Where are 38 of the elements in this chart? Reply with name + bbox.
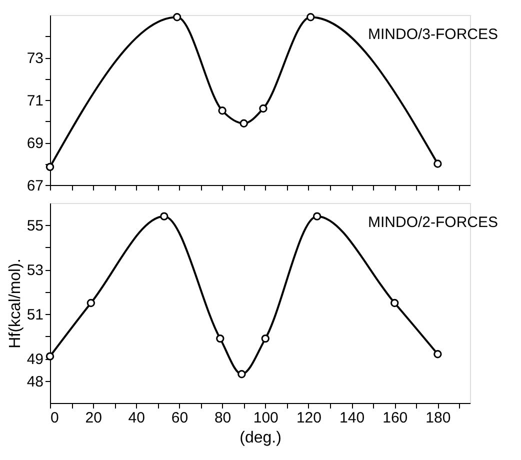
y-tick-label: 73 xyxy=(26,50,44,67)
x-tick-label: 100 xyxy=(253,410,278,426)
point xyxy=(160,212,168,220)
point xyxy=(216,334,224,343)
point xyxy=(434,160,442,168)
y-tick-label: 71 xyxy=(26,92,44,110)
point xyxy=(240,119,248,128)
y-tick-label: 48 xyxy=(26,373,44,390)
x-tick-label: 120 xyxy=(296,410,322,426)
point xyxy=(172,13,182,22)
point xyxy=(261,334,270,343)
x-tick-label: 80 xyxy=(214,410,232,426)
y-tick-label: 55 xyxy=(26,218,44,235)
y-tick-label: 51 xyxy=(26,306,44,324)
y-tick-label: 49 xyxy=(26,351,44,368)
point xyxy=(390,298,399,308)
point xyxy=(46,352,54,360)
point xyxy=(434,350,442,358)
point xyxy=(86,298,96,308)
x-tick-label: 180 xyxy=(426,410,451,426)
y-tick-label: 69 xyxy=(26,135,44,152)
series-label: MINDO/2-FORCES xyxy=(368,214,498,231)
point xyxy=(218,106,226,115)
point xyxy=(259,104,268,113)
point xyxy=(238,370,246,378)
x-tick-label: 40 xyxy=(128,410,145,426)
x-tick-label: 160 xyxy=(382,410,408,426)
series-label: MINDO/3-FORCES xyxy=(368,26,498,43)
x-tick-label: 0 xyxy=(50,410,59,426)
x-axis-title: (deg.) xyxy=(240,430,282,446)
x-tick-label: 20 xyxy=(85,410,102,426)
point xyxy=(312,212,322,220)
x-tick-label: 60 xyxy=(171,410,188,426)
y-axis-title: Hf(kcal/mol). xyxy=(6,258,24,348)
y-tick-label: 67 xyxy=(26,178,44,194)
y-tick-label: 53 xyxy=(26,262,44,280)
point xyxy=(306,13,315,22)
x-tick-label: 140 xyxy=(340,410,365,426)
